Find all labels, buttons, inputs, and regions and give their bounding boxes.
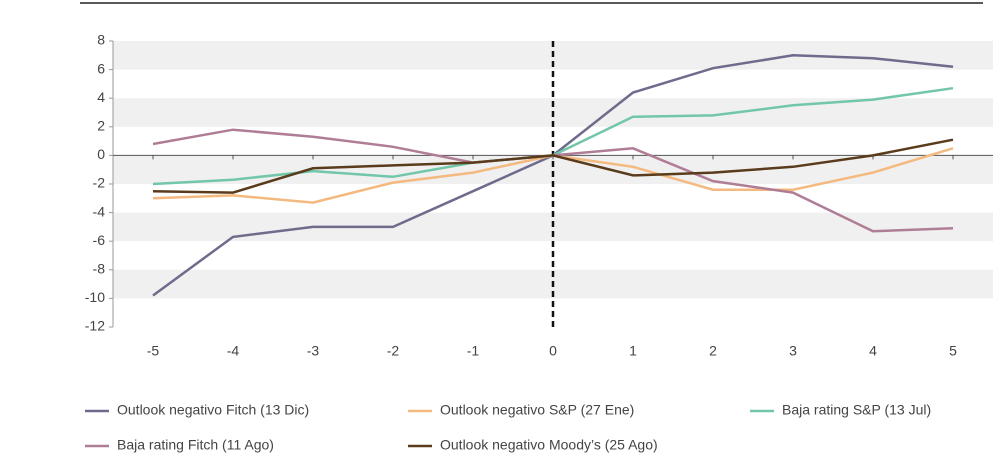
legend-label: Outlook negativo Moody’s (25 Ago) [440, 437, 658, 453]
y-tick-label: -4 [93, 203, 106, 219]
x-tick-label: 4 [869, 343, 877, 359]
y-tick-label: 6 [97, 60, 105, 76]
x-tick-label: -4 [227, 343, 240, 359]
x-tick-label: 1 [629, 343, 637, 359]
y-tick-label: -2 [93, 175, 106, 191]
series-line [152, 138, 954, 194]
y-tick-label: -12 [85, 318, 105, 334]
y-tick-label: 0 [97, 146, 105, 162]
x-tick-label: -2 [387, 343, 400, 359]
x-tick-label: -1 [467, 343, 480, 359]
y-tick-label: 2 [97, 118, 105, 134]
legend-label: Baja rating Fitch (11 Ago) [117, 437, 274, 453]
x-tick-label: 5 [949, 343, 957, 359]
y-tick-label: 4 [97, 89, 105, 105]
x-tick-label: -3 [307, 343, 320, 359]
x-tick-label: -5 [147, 343, 160, 359]
y-tick-label: 8 [97, 32, 105, 48]
x-tick-label: 0 [549, 343, 557, 359]
legend-label: Baja rating S&P (13 Jul) [782, 402, 931, 418]
x-tick-label: 3 [789, 343, 797, 359]
y-tick-label: -8 [93, 261, 106, 277]
legend-label: Outlook negativo Fitch (13 Dic) [117, 402, 309, 418]
legend-label: Outlook negativo S&P (27 Ene) [440, 402, 634, 418]
y-tick-label: -10 [85, 289, 105, 305]
grid-band [113, 155, 993, 184]
x-tick-label: 2 [709, 343, 717, 359]
y-tick-label: -6 [93, 232, 106, 248]
